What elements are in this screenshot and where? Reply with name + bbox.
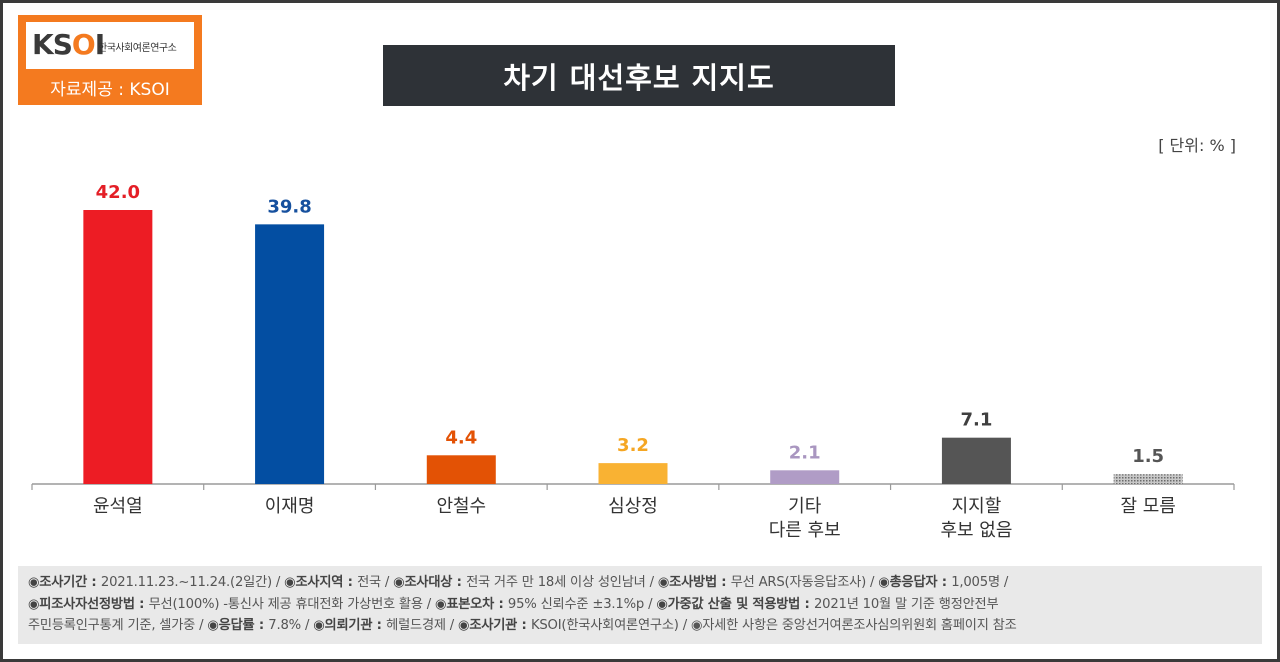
note-label: ◉응답률 :: [207, 618, 269, 633]
bar: [598, 463, 668, 484]
note-label: ◉조사지역 :: [284, 575, 358, 590]
note-label: ◉조사방법 :: [657, 575, 731, 590]
category-label: 심상정: [608, 496, 658, 517]
category-label: 다른 후보: [769, 520, 841, 541]
notes-line-2: ◉피조사자선정방법 : 무선(100%) -통신사 제공 휴대전화 가상번호 활…: [28, 594, 1252, 616]
logo-mark: KSOI: [32, 28, 105, 61]
category-label: 지지할: [952, 496, 1002, 517]
data-label: 2.1: [789, 442, 821, 463]
bar: [426, 455, 496, 484]
category-label: 후보 없음: [940, 520, 1012, 541]
note-text: 2021.11.23.~11.24.(2일간) /: [100, 575, 285, 590]
logo-org-name: 한국사회여론연구소: [98, 43, 177, 54]
category-label: 잘 모름: [1120, 496, 1175, 517]
data-label: 42.0: [96, 182, 140, 203]
note-text: 주민등록인구통계 기준, 셀가중 /: [28, 618, 208, 633]
bar: [1113, 474, 1183, 484]
notes-line-3: 주민등록인구통계 기준, 셀가중 / ◉응답률 : 7.8% / ◉의뢰기관 :…: [28, 615, 1252, 637]
note-text: KSOI(한국사회여론연구소) /: [530, 618, 691, 633]
note-text: 헤럴드경제 /: [386, 618, 459, 633]
data-label: 39.8: [267, 196, 311, 217]
note-text: 7.8% /: [268, 618, 314, 633]
note-text: 1,005명 /: [951, 575, 1009, 590]
note-text: 무선 ARS(자동응답조사) /: [730, 575, 879, 590]
note-text: ◉자세한 사항은 중앙선거여론조사심의위원회 홈페이지 참조: [690, 618, 1017, 633]
bar: [83, 210, 153, 484]
category-label: 안철수: [436, 496, 486, 517]
note-label: ◉의뢰기관 :: [313, 618, 387, 633]
note-label: ◉조사기간 :: [28, 575, 101, 590]
note-text: 전국 /: [357, 575, 394, 590]
note-label: ◉조사대상 :: [393, 575, 467, 590]
notes-line-1: ◉조사기간 : 2021.11.23.~11.24.(2일간) / ◉조사지역 …: [28, 572, 1252, 594]
bar: [770, 470, 840, 484]
note-label: ◉피조사자선정방법 :: [28, 596, 149, 612]
ksoi-logo: KSOI 한국사회여론연구소 자료제공 : KSOI: [18, 15, 202, 105]
bar: [941, 437, 1011, 484]
title-banner: 차기 대선후보 지지도: [383, 45, 895, 106]
note-label: ◉조사기관 :: [458, 618, 531, 633]
survey-notes: ◉조사기간 : 2021.11.23.~11.24.(2일간) / ◉조사지역 …: [18, 566, 1262, 644]
logo-caption: 자료제공 : KSOI: [50, 80, 170, 100]
note-label: ◉표본오차 :: [435, 596, 508, 612]
data-label: 4.4: [445, 427, 477, 448]
note-text: 2021년 10월 말 기준 행정안전부: [813, 596, 999, 612]
data-label: 1.5: [1132, 446, 1164, 467]
bar: [255, 224, 325, 484]
category-label: 윤석열: [93, 496, 143, 517]
note-text: 전국 거주 만 18세 이상 성인남녀 /: [466, 575, 658, 590]
note-text: 95% 신뢰수준 ±3.1%p /: [507, 596, 657, 612]
logo-mark-box: KSOI 한국사회여론연구소: [26, 22, 194, 69]
page-title: 차기 대선후보 지지도: [503, 60, 775, 95]
note-text: 무선(100%) -통신사 제공 휴대전화 가상번호 활용 /: [148, 596, 436, 612]
data-label: 7.1: [960, 410, 992, 431]
note-label: ◉총응답자 :: [878, 575, 952, 590]
category-label: 이재명: [265, 496, 315, 517]
category-label: 기타: [788, 496, 822, 517]
unit-label: [ 단위: % ]: [1158, 136, 1236, 155]
data-label: 3.2: [617, 435, 649, 456]
note-label: ◉가중값 산출 및 적용방법 :: [656, 596, 814, 612]
